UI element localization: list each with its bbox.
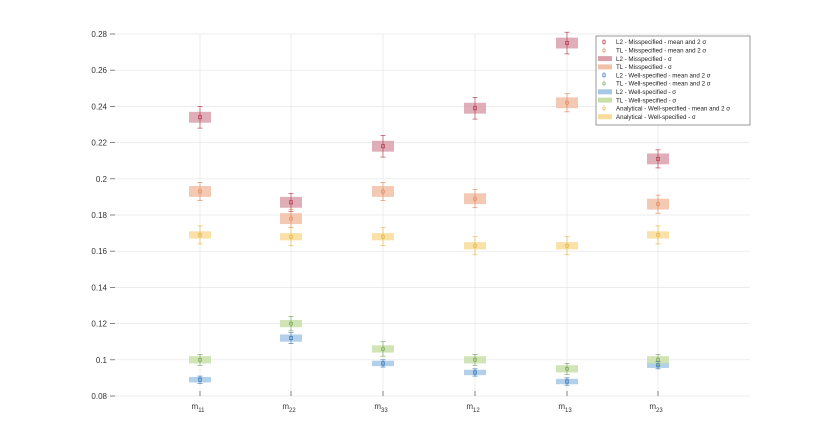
- legend-swatch: [598, 97, 612, 103]
- mean-l2-well-specified-mean-and-2--point: [473, 370, 477, 375]
- mean-analytical-well-specified-mean-and-2--point: [564, 243, 569, 248]
- mean-l2-well-specified-mean-and-2--point: [381, 361, 385, 366]
- y-tick-label: 0.26: [91, 66, 107, 75]
- legend-swatch: [598, 114, 612, 120]
- mean-analytical-well-specified-mean-and-2--point: [288, 234, 293, 239]
- y-tick-label: 0.08: [91, 392, 107, 401]
- legend-entry: TL - Misspecified - σ: [616, 64, 672, 71]
- y-tick-label: 0.2: [96, 175, 108, 184]
- legend-swatch: [602, 73, 606, 77]
- mean-analytical-well-specified-mean-and-2--point: [472, 243, 477, 248]
- x-tick-label: m12: [466, 402, 480, 414]
- legend-entry: L2 - Well-specified - mean and 2 σ: [616, 72, 711, 79]
- legend-box: [595, 35, 751, 126]
- y-tick-label: 0.24: [91, 102, 107, 111]
- mean-tl-misspecified-mean-and-2--point: [380, 189, 385, 194]
- x-tick-label: m33: [374, 402, 388, 414]
- y-tick-label: 0.12: [91, 320, 107, 329]
- legend-swatch: [602, 40, 606, 44]
- legend-swatch: [598, 64, 612, 70]
- mean-l2-misspecified-mean-and-2--point: [198, 115, 202, 120]
- legend-entry: Analytical - Well-specified - mean and 2…: [616, 106, 730, 113]
- legend-swatch: [598, 56, 612, 62]
- legend-entry: Analytical - Well-specified - σ: [616, 114, 696, 121]
- mean-tl-well-specified-mean-and-2--point: [472, 357, 477, 362]
- y-tick-label: 0.22: [91, 139, 107, 148]
- mean-tl-misspecified-mean-and-2--point: [288, 216, 293, 221]
- x-tick-label: m22: [282, 402, 296, 414]
- mean-l2-misspecified-mean-and-2--point: [473, 106, 477, 111]
- legend-entry: L2 - Misspecified - σ: [616, 56, 672, 63]
- legend-swatch: [602, 48, 606, 53]
- mean-l2-misspecified-mean-and-2--point: [656, 156, 660, 161]
- legend-swatch: [602, 106, 606, 111]
- mean-tl-well-specified-mean-and-2--point: [198, 357, 203, 362]
- x-tick-label: m23: [649, 402, 663, 414]
- mean-l2-well-specified-mean-and-2--point: [198, 377, 202, 382]
- mean-l2-misspecified-mean-and-2--point: [289, 200, 293, 205]
- mean-l2-well-specified-mean-and-2--point: [289, 336, 293, 340]
- legend: L2 - Misspecified - mean and 2 σ TL - Mis…: [595, 35, 751, 126]
- mean-tl-well-specified-mean-and-2--point: [655, 357, 660, 362]
- y-tick-label: 0.14: [91, 283, 107, 292]
- mean-l2-misspecified-mean-and-2--point: [381, 144, 385, 149]
- mean-tl-misspecified-mean-and-2--point: [472, 196, 477, 201]
- mean-l2-well-specified-mean-and-2--point: [565, 379, 569, 384]
- x-tick-label: m13: [558, 402, 572, 414]
- mean-analytical-well-specified-mean-and-2--point: [380, 234, 385, 239]
- marks-layer: [197, 31, 661, 386]
- axis-layer: 0.08 0.1 0.12 0.14 0.16 0.18 0.2 0.22 0.24 0.26 0.…: [91, 30, 663, 414]
- mean-l2-misspecified-mean-and-2--point: [565, 41, 569, 45]
- x-tick-label: m11: [192, 402, 206, 414]
- legend-entry: L2 - Well-specified - σ: [616, 89, 676, 96]
- mean-tl-misspecified-mean-and-2--point: [564, 100, 569, 105]
- y-tick-label: 0.1: [96, 356, 108, 365]
- mean-analytical-well-specified-mean-and-2--point: [198, 232, 203, 237]
- legend-entry: TL - Misspecified - mean and 2 σ: [616, 48, 706, 55]
- y-tick-label: 0.28: [91, 30, 107, 39]
- y-tick-label: 0.16: [91, 247, 107, 256]
- y-tick-label: 0.18: [91, 211, 107, 220]
- mean-tl-well-specified-mean-and-2--point: [288, 321, 293, 326]
- legend-entry: TL - Well-specified - σ: [616, 97, 676, 104]
- legend-entry: TL - Well-specified - mean and 2 σ: [616, 81, 711, 88]
- mean-tl-well-specified-mean-and-2--point: [380, 346, 385, 351]
- mean-analytical-well-specified-mean-and-2--point: [655, 232, 660, 237]
- mean-tl-well-specified-mean-and-2--point: [564, 366, 569, 371]
- mean-tl-misspecified-mean-and-2--point: [655, 202, 660, 207]
- legend-entry: L2 - Misspecified - mean and 2 σ: [616, 39, 706, 46]
- legend-swatch: [602, 81, 606, 86]
- mean-tl-misspecified-mean-and-2--point: [198, 189, 203, 194]
- legend-swatch: [598, 89, 612, 95]
